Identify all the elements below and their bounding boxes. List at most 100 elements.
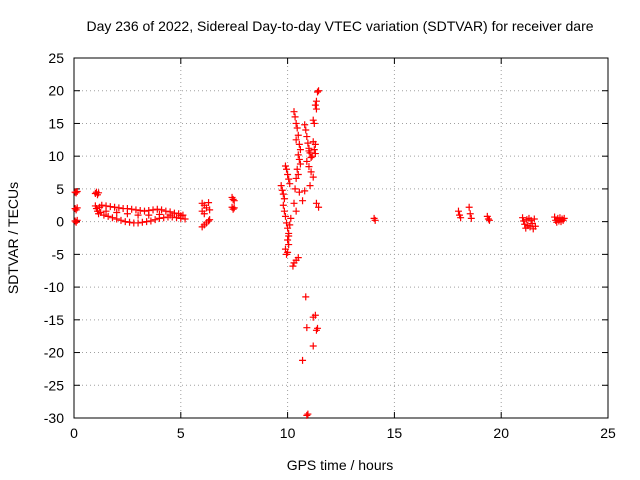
data-point [145,211,153,219]
data-point [280,207,288,215]
y-tick-label: 25 [48,50,64,66]
data-point [126,218,134,226]
data-point [113,215,121,223]
data-point [294,254,302,262]
axis-ticks: 0 5 10 15 20 25 -30 -25 -20 -15 -10 -5 0 5 10 15 20 25 [44,50,616,441]
data-point [279,190,287,198]
data-point [520,217,528,225]
data-point [303,411,311,419]
data-point [299,356,307,364]
data-point [295,155,303,163]
y-tick-label: 20 [48,83,64,99]
data-point [108,214,116,222]
data-point [289,262,297,270]
data-point [309,116,317,124]
data-point [312,199,320,207]
data-point [134,211,142,219]
data-point [160,214,168,222]
data-point [73,216,81,224]
data-point [295,188,303,196]
data-point [551,213,559,221]
data-point [281,162,289,170]
data-point [292,174,300,182]
data-point [314,324,322,332]
data-point [230,204,238,212]
data-point [301,187,309,195]
data-points [71,87,568,419]
data-point [284,236,292,244]
data-point [311,150,319,158]
data-point [284,248,292,256]
data-point [115,204,123,212]
data-point [303,324,311,332]
data-point [466,210,474,218]
data-point [292,207,300,215]
data-point [305,163,313,171]
x-tick-label: 5 [177,425,185,441]
data-point [121,218,129,226]
data-point [285,232,293,240]
data-point [314,88,322,96]
data-point [315,87,323,95]
data-point [301,121,309,129]
y-tick-label: 15 [48,115,64,131]
data-point [277,182,285,190]
data-point [153,205,161,213]
data-point [98,201,106,209]
data-point [291,185,299,193]
data-point [283,165,291,173]
data-point [296,160,304,168]
data-point [307,168,315,176]
data-point [285,175,293,183]
y-axis-label: SDTVAR / TECUs [5,182,21,294]
data-point [311,101,319,109]
data-point [285,241,293,249]
y-tick-label: -25 [44,377,64,393]
data-point [302,293,310,301]
x-tick-label: 20 [493,425,509,441]
data-point [311,311,319,319]
data-point [102,207,110,215]
data-point [293,165,301,173]
y-tick-label: 5 [56,181,64,197]
data-point [166,211,174,219]
grid-lines [74,58,608,418]
data-point [310,146,318,154]
data-point [173,214,181,222]
data-point [306,182,314,190]
data-point [111,203,119,211]
data-point [138,218,146,226]
data-point [100,211,108,219]
x-tick-label: 15 [387,425,403,441]
data-point [315,203,323,211]
data-point [181,215,189,223]
y-tick-label: -30 [44,410,64,426]
data-point [200,210,208,218]
data-point [170,209,178,217]
data-point [457,214,465,222]
plot-frame [73,57,609,419]
y-tick-label: 0 [56,214,64,230]
y-tick-label: -20 [44,345,64,361]
data-point [465,203,473,211]
data-point [158,206,166,214]
data-point [229,195,237,203]
data-point [294,171,302,179]
data-point [302,126,310,134]
data-point [286,180,294,188]
data-point [205,217,213,225]
data-point [484,215,492,223]
data-point [162,207,170,215]
data-point [280,195,288,203]
data-point [72,189,80,197]
data-point [132,206,140,214]
data-point [310,119,318,127]
data-point [104,212,112,220]
data-point [309,173,317,181]
data-point [278,186,286,194]
data-point [305,147,313,155]
data-point [293,124,301,132]
data-point [117,216,125,224]
data-point [467,214,475,222]
